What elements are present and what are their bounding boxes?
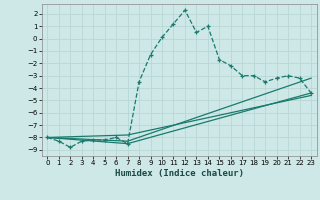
X-axis label: Humidex (Indice chaleur): Humidex (Indice chaleur) [115,169,244,178]
